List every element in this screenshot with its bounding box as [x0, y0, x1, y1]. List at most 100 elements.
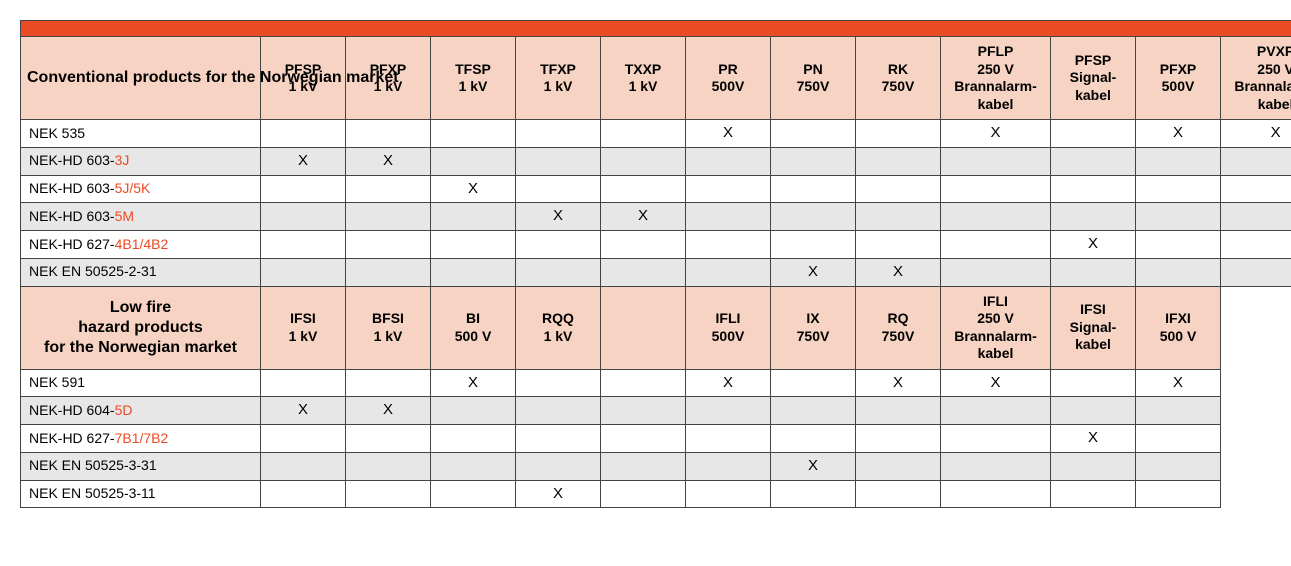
cell [856, 425, 941, 453]
section1-body: NEK 535XXXXNEK-HD 603-3JXXNEK-HD 603-5J/… [21, 120, 1291, 287]
blank-cell [1221, 480, 1291, 508]
cell [261, 203, 346, 231]
section2-title: Low fire hazard products for the Norwegi… [21, 286, 261, 369]
table-row: NEK-HD 627-7B1/7B2 X [21, 425, 1291, 453]
table-row: NEK-HD 603-5J/5KX [21, 175, 1291, 203]
cell [601, 258, 686, 286]
cell [1221, 258, 1291, 286]
row-label: NEK EN 50525-2-31 [21, 258, 261, 286]
cell [686, 203, 771, 231]
cell [261, 425, 346, 453]
row-label: NEK-HD 604-5D [21, 397, 261, 425]
cell [1051, 258, 1136, 286]
cell [1136, 147, 1221, 175]
cell: X [771, 452, 856, 480]
cell: X [856, 258, 941, 286]
section1-title-text: Conventional products for the Norwegian … [27, 69, 399, 86]
cell [686, 258, 771, 286]
cell: X [346, 397, 431, 425]
cell [431, 425, 516, 453]
cell [771, 120, 856, 148]
cell [1136, 258, 1221, 286]
cell: X [261, 397, 346, 425]
col-h: PN750V [771, 37, 856, 120]
cell: X [941, 369, 1051, 397]
cell [601, 147, 686, 175]
cell [1136, 231, 1221, 259]
cell: X [1136, 120, 1221, 148]
cell: X [1051, 425, 1136, 453]
cell [346, 480, 431, 508]
cell [261, 452, 346, 480]
blank-cell [1221, 397, 1291, 425]
blank-cell [1221, 369, 1291, 397]
cell [1051, 175, 1136, 203]
cell: X [516, 203, 601, 231]
section2-body: NEK 591XXXXXNEK-HD 604-5DXXNEK-HD 627-7B… [21, 369, 1291, 508]
cell [771, 425, 856, 453]
section2-title-l1: Low fire [110, 299, 171, 316]
cell: X [856, 369, 941, 397]
cell [856, 480, 941, 508]
col-h: TXXP1 kV [601, 37, 686, 120]
cell [856, 231, 941, 259]
cell [686, 175, 771, 203]
col-h: PFLP250 VBrannalarm-kabel [941, 37, 1051, 120]
cell [431, 203, 516, 231]
section1-title: Conventional products for the Norwegian … [21, 37, 261, 120]
cell [686, 425, 771, 453]
cell [516, 425, 601, 453]
cell: X [431, 175, 516, 203]
cell [601, 231, 686, 259]
blank-cell [1221, 286, 1291, 369]
row-label: NEK 591 [21, 369, 261, 397]
cell [1051, 452, 1136, 480]
cell [771, 203, 856, 231]
cell [346, 231, 431, 259]
cell: X [771, 258, 856, 286]
cell [1051, 397, 1136, 425]
cell [346, 369, 431, 397]
cell [261, 480, 346, 508]
cell [941, 147, 1051, 175]
cell [771, 175, 856, 203]
table: Conventional products for the Norwegian … [20, 20, 1291, 508]
cell [516, 120, 601, 148]
cell [346, 175, 431, 203]
table-row: NEK-HD 603-3JXX [21, 147, 1291, 175]
cell [431, 480, 516, 508]
cell [516, 231, 601, 259]
cell [1136, 175, 1221, 203]
col-h: IFXI500 V [1136, 286, 1221, 369]
col-h: PR500V [686, 37, 771, 120]
cell [261, 369, 346, 397]
cell [941, 258, 1051, 286]
cell [856, 120, 941, 148]
table-row: NEK-HD 604-5DXX [21, 397, 1291, 425]
cell [1136, 425, 1221, 453]
cell [601, 425, 686, 453]
table-row: NEK 591XXXXX [21, 369, 1291, 397]
cell [346, 120, 431, 148]
cell [941, 452, 1051, 480]
cell: X [261, 147, 346, 175]
cell [431, 258, 516, 286]
cell [686, 480, 771, 508]
row-label: NEK-HD 627-4B1/4B2 [21, 231, 261, 259]
col-h: TFSP1 kV [431, 37, 516, 120]
cell [601, 175, 686, 203]
cell: X [686, 120, 771, 148]
cell: X [941, 120, 1051, 148]
col-h: IX750V [771, 286, 856, 369]
section1-header: Conventional products for the Norwegian … [21, 37, 1291, 120]
cell [346, 203, 431, 231]
cell [516, 147, 601, 175]
cell [1051, 203, 1136, 231]
col-h: IFLI250 VBrannalarm-kabel [941, 286, 1051, 369]
col-h: RQ750V [856, 286, 941, 369]
cell [431, 147, 516, 175]
cell [1136, 397, 1221, 425]
row-label: NEK-HD 603-5M [21, 203, 261, 231]
row-label: NEK-HD 627-7B1/7B2 [21, 425, 261, 453]
cell [771, 147, 856, 175]
